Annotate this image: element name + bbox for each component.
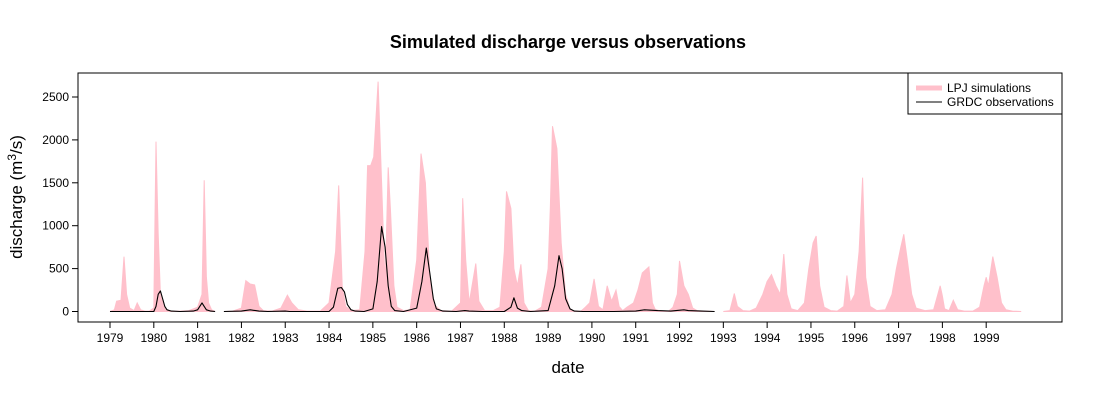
series-grdc-observations-segment [223,226,715,313]
series-grdc-observations-segment [110,290,216,313]
x-tick-label: 1990 [579,331,606,345]
y-tick-label: 1500 [42,176,69,190]
x-tick-label: 1987 [447,331,474,345]
x-tick-label: 1988 [491,331,518,345]
x-tick-label: 1985 [360,331,387,345]
x-tick-label: 1982 [228,331,255,345]
y-tick-label: 500 [49,262,69,276]
x-axis-label: date [551,358,584,377]
y-tick-label: 2500 [42,90,69,104]
y-axis-label-end: /s) [7,135,26,154]
x-tick-label: 1979 [97,331,124,345]
x-tick-label: 1997 [885,331,912,345]
x-tick-label: 1984 [316,331,343,345]
series-lpj-simulations-segment [223,81,715,312]
series-layer [109,81,1022,313]
y-tick-label: 2000 [42,133,69,147]
chart-title: Simulated discharge versus observations [390,32,746,52]
x-axis: 1979 1980 1981 1982 1983 1984 1985 1986 1987 1988… [97,321,1000,345]
x-tick-label: 1989 [535,331,562,345]
y-axis-label: discharge (m3/s) [5,135,26,259]
series-lpj-simulations-segment [723,177,1022,312]
x-tick-label: 1992 [666,331,693,345]
x-tick-label: 1995 [798,331,825,345]
legend: LPJ simulations GRDC observations [907,72,1063,115]
x-tick-label: 1994 [754,331,781,345]
x-tick-label: 1993 [710,331,737,345]
legend-label-grdc: GRDC observations [947,95,1054,109]
y-axis-label-main: discharge (m [7,161,26,259]
legend-label-lpj: LPJ simulations [947,81,1031,95]
y-tick-label: 1000 [42,219,69,233]
x-tick-label: 1998 [929,331,956,345]
x-tick-label: 1991 [622,331,649,345]
y-axis-label-superscript: 3 [5,154,19,161]
x-tick-label: 1996 [841,331,868,345]
x-tick-label: 1983 [272,331,299,345]
x-tick-label: 1986 [403,331,430,345]
series-lpj-simulations-segment [109,141,216,312]
x-tick-label: 1999 [973,331,1000,345]
legend-box [907,72,1063,115]
x-tick-label: 1981 [184,331,211,345]
x-tick-label: 1980 [140,331,167,345]
y-tick-label: 0 [62,305,69,319]
y-axis: 0 500 1000 1500 2000 2500 [42,90,79,319]
